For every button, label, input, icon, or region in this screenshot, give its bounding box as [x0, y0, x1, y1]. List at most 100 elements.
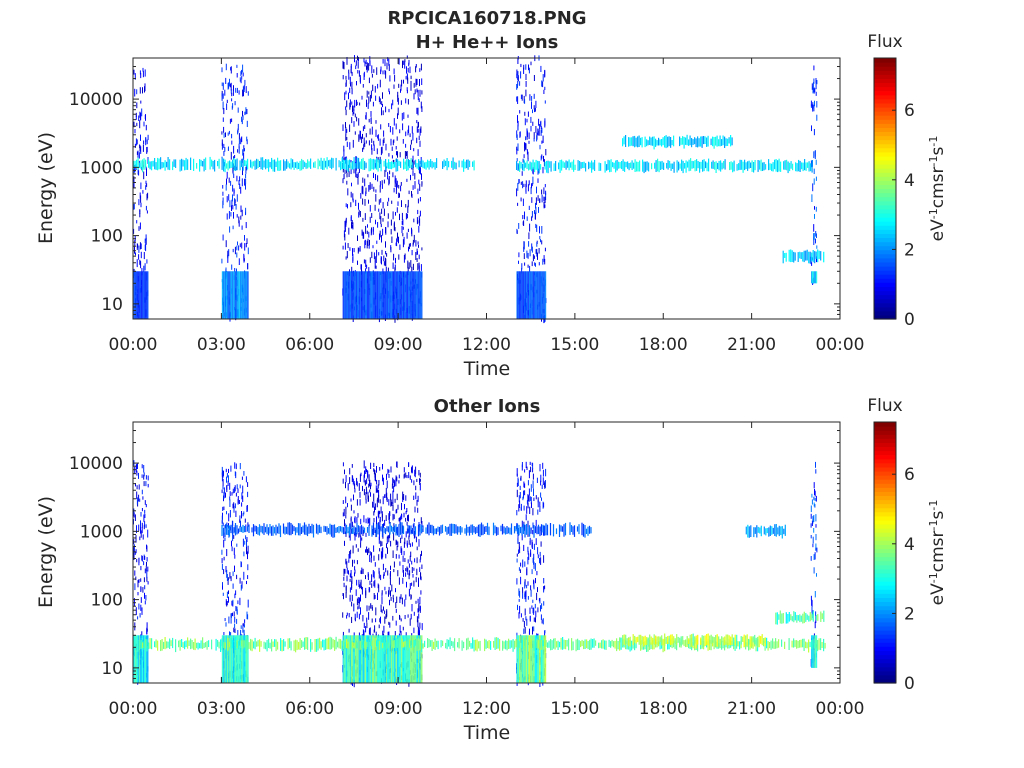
flux-band-cell — [535, 639, 537, 648]
flux-band-cell — [326, 157, 328, 170]
flux-band-cell — [632, 136, 634, 147]
flux-streak — [522, 559, 524, 568]
flux-streak — [397, 151, 398, 158]
flux-streak — [384, 610, 386, 614]
flux-streak — [226, 196, 228, 203]
flux-streak — [523, 628, 525, 634]
flux-band-cell — [719, 135, 721, 147]
flux-low-energy-column — [520, 635, 522, 683]
flux-band-cell — [354, 527, 357, 536]
flux-streak — [402, 626, 404, 631]
flux-streak — [522, 592, 524, 599]
flux-band-cell — [643, 636, 645, 647]
flux-streak — [356, 99, 357, 106]
flux-streak — [358, 613, 360, 620]
flux-streak — [243, 551, 245, 557]
flux-streak — [242, 623, 244, 627]
flux-band-cell — [386, 162, 388, 169]
flux-streak — [539, 198, 541, 203]
flux-streak — [405, 76, 407, 80]
flux-streak — [527, 184, 529, 192]
flux-band-cell — [260, 525, 262, 533]
flux-band-cell — [670, 137, 672, 148]
flux-low-energy-column — [228, 271, 230, 319]
flux-band-cell — [606, 164, 608, 171]
flux-streak — [221, 142, 223, 150]
flux-low-energy-column — [147, 271, 149, 319]
flux-low-energy-column — [519, 271, 521, 319]
flux-streak — [143, 561, 145, 566]
flux-streak — [363, 630, 365, 637]
flux-streak — [345, 256, 347, 260]
flux-streak — [409, 243, 411, 247]
flux-streak — [225, 63, 227, 71]
flux-streak — [349, 477, 351, 484]
flux-band-cell — [164, 637, 166, 650]
flux-band-cell — [793, 611, 795, 623]
flux-band-cell — [689, 634, 691, 648]
flux-streak — [246, 537, 248, 542]
flux-streak — [405, 213, 407, 220]
flux-streak — [139, 70, 141, 75]
flux-streak — [529, 537, 531, 544]
flux-band-cell — [754, 634, 756, 645]
flux-streak — [238, 216, 240, 224]
flux-band-cell — [406, 159, 408, 171]
flux-streak — [225, 132, 226, 138]
flux-streak — [374, 204, 376, 211]
flux-streak — [812, 536, 814, 544]
flux-band-cell — [641, 636, 643, 644]
flux-band-cell — [671, 140, 673, 146]
flux-band-cell — [264, 526, 267, 533]
flux-streak — [392, 159, 394, 164]
flux-band-cell — [447, 526, 450, 534]
flux-streak — [539, 597, 541, 604]
flux-low-energy-column — [351, 271, 353, 319]
flux-streak — [231, 92, 233, 97]
flux-streak — [366, 90, 368, 98]
flux-streak — [405, 594, 407, 600]
flux-streak — [377, 134, 379, 141]
flux-band-cell — [349, 159, 351, 168]
flux-streak — [358, 483, 360, 491]
flux-band-cell — [758, 635, 760, 648]
flux-band-cell — [722, 135, 724, 146]
flux-streak — [134, 514, 136, 521]
flux-band-cell — [451, 640, 453, 646]
y-tick-label: 10 — [101, 659, 123, 679]
flux-band-cell — [247, 639, 249, 650]
flux-band-cell — [193, 642, 195, 650]
flux-streak — [224, 618, 226, 622]
flux-band-cell — [240, 526, 243, 533]
flux-streak — [140, 512, 142, 517]
flux-streak — [411, 479, 413, 483]
flux-band-cell — [809, 612, 811, 622]
flux-streak — [537, 587, 538, 593]
flux-streak — [351, 521, 353, 528]
flux-streak — [147, 581, 149, 585]
flux-streak — [349, 468, 351, 475]
flux-streak — [138, 226, 140, 231]
flux-band-cell — [427, 638, 429, 648]
flux-band-cell — [617, 641, 619, 650]
flux-band-cell — [278, 523, 280, 534]
flux-band-cell — [741, 159, 743, 170]
flux-band-cell — [347, 160, 349, 172]
flux-streak — [240, 629, 242, 636]
flux-streak — [229, 491, 231, 496]
flux-low-energy-column — [134, 635, 136, 683]
flux-streak — [533, 557, 534, 565]
flux-band-cell — [274, 639, 276, 647]
flux-band-cell — [336, 527, 339, 533]
spectrogram-2-axes: 00:00 03:00 06:00 09:00 12:00 15:00 18:00 21:00… — [69, 421, 865, 719]
flux-band-cell — [795, 162, 797, 172]
flux-band-cell — [134, 637, 136, 650]
flux-streak — [403, 467, 405, 473]
flux-streak — [241, 136, 243, 142]
flux-streak — [140, 566, 142, 571]
flux-streak — [345, 90, 347, 95]
flux-streak — [543, 601, 545, 606]
flux-streak — [388, 176, 390, 184]
flux-band-cell — [553, 638, 555, 649]
